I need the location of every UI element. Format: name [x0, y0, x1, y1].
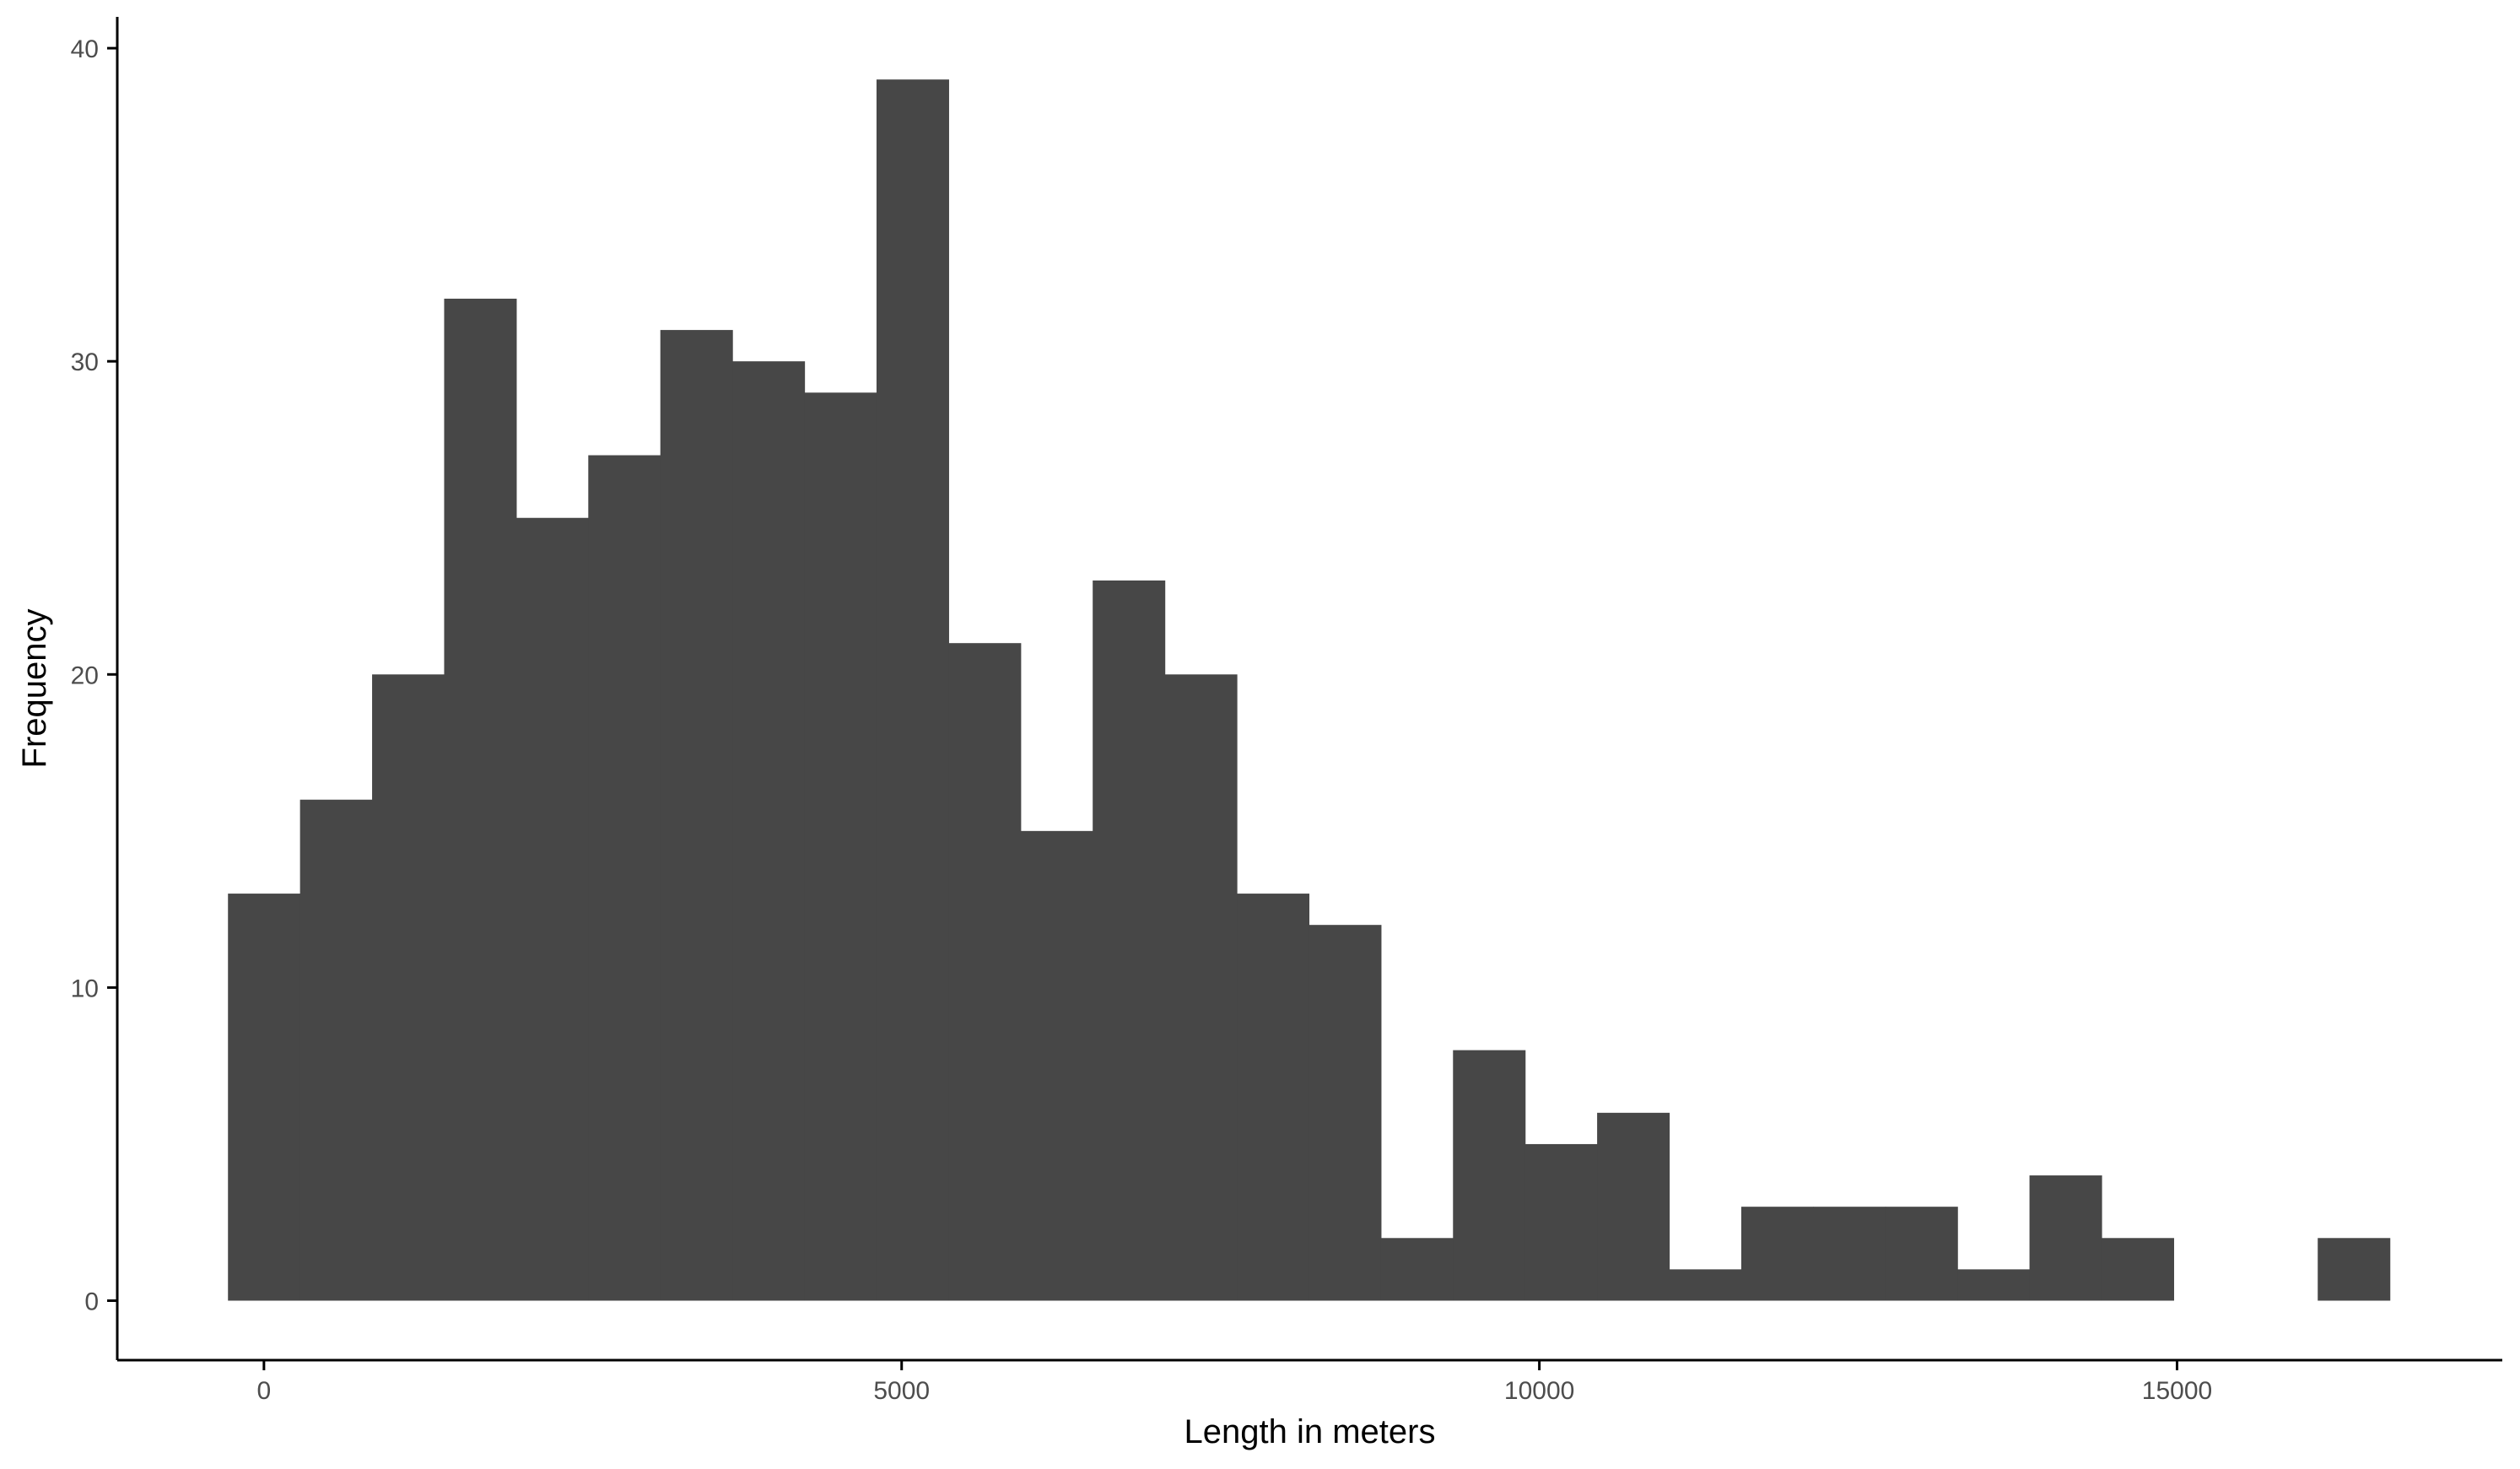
histogram-bar-4 [515, 517, 589, 1301]
histogram-bar-14 [1237, 894, 1310, 1301]
histogram-bar-20 [1669, 1269, 1742, 1301]
histogram-bar-17 [1453, 1050, 1526, 1301]
histogram-bar-5 [588, 455, 661, 1301]
x-tick-label: 0 [257, 1377, 272, 1405]
histogram-bar-24 [1957, 1269, 2031, 1301]
y-tick-label: 40 [71, 35, 99, 63]
histogram-bar-26 [2102, 1238, 2175, 1301]
histogram-bar-0 [228, 894, 301, 1301]
x-tick-label: 10000 [1504, 1377, 1574, 1405]
histogram-bars [228, 79, 2391, 1301]
y-axis-ticks: 0 10 20 30 40 [71, 35, 117, 1315]
histogram-bar-18 [1524, 1143, 1598, 1301]
histogram-bar-21 [1740, 1207, 1814, 1301]
histogram-bar-10 [948, 643, 1022, 1301]
histogram-bar-8 [804, 392, 877, 1301]
x-axis-title: Length in meters [1184, 1413, 1436, 1450]
y-tick-label: 30 [71, 348, 99, 376]
x-axis-ticks: 0 5000 10000 15000 [257, 1360, 2212, 1405]
histogram-bar-22 [1813, 1207, 1886, 1301]
histogram-bar-16 [1380, 1238, 1454, 1301]
histogram-bar-29 [2318, 1238, 2391, 1301]
histogram-bar-1 [299, 799, 373, 1301]
histogram-bar-23 [1885, 1207, 1958, 1301]
histogram-bar-11 [1020, 830, 1093, 1301]
histogram-bar-15 [1309, 925, 1382, 1301]
y-tick-label: 0 [84, 1288, 99, 1315]
x-tick-label: 15000 [2142, 1377, 2212, 1405]
y-tick-label: 20 [71, 662, 99, 689]
histogram-bar-6 [660, 330, 733, 1301]
x-tick-label: 5000 [873, 1377, 930, 1405]
histogram-bar-9 [876, 79, 949, 1301]
histogram-bar-19 [1597, 1112, 1670, 1301]
histogram-bar-7 [732, 361, 806, 1301]
y-axis-title: Frequency [16, 609, 53, 769]
histogram-bar-12 [1093, 580, 1166, 1301]
y-tick-label: 10 [71, 975, 99, 1002]
histogram-bar-3 [444, 298, 517, 1301]
histogram-bar-2 [372, 674, 445, 1301]
histogram-bar-13 [1164, 674, 1238, 1301]
histogram-bar-25 [2029, 1175, 2102, 1301]
